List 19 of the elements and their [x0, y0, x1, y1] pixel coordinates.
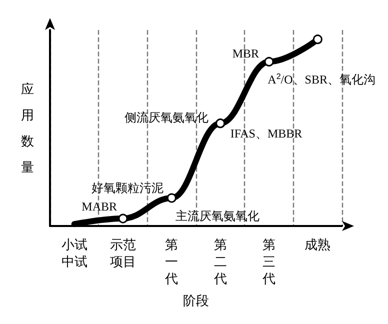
- y-axis-title: 应用数量: [21, 82, 34, 174]
- x-tick-label: 示范项目: [110, 237, 136, 269]
- annotation: 好氧颗粒污泥: [92, 181, 164, 195]
- annotation: IFAS、MBBR: [230, 126, 302, 140]
- point: [312, 34, 322, 44]
- annotation: MABR: [82, 200, 117, 214]
- point: [264, 56, 274, 66]
- x-tick-label: 第三代: [262, 237, 276, 286]
- point: [166, 193, 176, 203]
- x-tick-label: 第一代: [164, 237, 178, 286]
- x-tick-label: 成熟: [304, 237, 331, 252]
- annotation: MBR: [232, 46, 259, 61]
- annotation: 侧流厌氧氨氧化: [124, 110, 208, 124]
- point: [118, 214, 128, 224]
- x-axis-title: 阶段: [183, 293, 209, 308]
- point: [216, 118, 226, 128]
- x-tick-label: 小试中试: [61, 237, 88, 269]
- annotation: 主流厌氧氨氧化: [176, 209, 260, 223]
- x-tick-label: 第二代: [212, 237, 227, 286]
